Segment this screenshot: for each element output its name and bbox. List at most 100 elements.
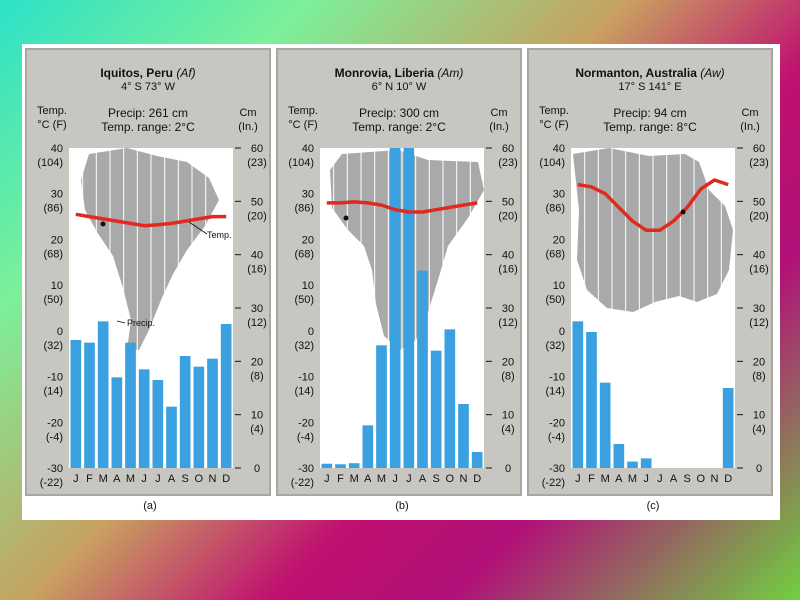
cm-tick-label: 40 bbox=[502, 250, 514, 262]
month-label: J bbox=[141, 473, 147, 485]
in-tick-label: (4) bbox=[752, 424, 765, 436]
precip-bar bbox=[125, 342, 136, 468]
cm-tick-label: 50 bbox=[502, 196, 514, 208]
temp-tick-label-f: (86) bbox=[545, 203, 565, 215]
precip-bar bbox=[572, 321, 584, 468]
precip-bar bbox=[335, 464, 346, 468]
temp-line bbox=[75, 212, 227, 228]
temp-tick-label-f: (68) bbox=[545, 248, 565, 260]
temp-tick-label: -20 bbox=[549, 417, 565, 429]
precip-bar bbox=[362, 425, 374, 468]
station-dot bbox=[100, 221, 106, 227]
temp-range: Temp. range: 8°C bbox=[603, 120, 697, 134]
precip-bar bbox=[458, 404, 469, 468]
panel-title: Normanton, Australia (Aw) bbox=[575, 66, 725, 80]
annotation-temp: Temp. bbox=[207, 230, 232, 240]
cm-tick-label: 50 bbox=[753, 196, 765, 208]
in-tick-label: (12) bbox=[749, 317, 769, 329]
annotation-precip: Precip. bbox=[127, 318, 155, 328]
month-label: O bbox=[446, 473, 455, 485]
month-label: A bbox=[364, 473, 372, 485]
cm-tick-label: 40 bbox=[251, 250, 263, 262]
in-tick-label: (20) bbox=[247, 210, 267, 222]
station-dot bbox=[680, 209, 686, 215]
precip-bar bbox=[417, 270, 428, 468]
precip-axis-header: Cm (In.) bbox=[238, 107, 258, 133]
precip-bar bbox=[220, 324, 232, 468]
temp-tick-label-f: (-22) bbox=[40, 477, 63, 489]
month-label: J bbox=[643, 473, 649, 485]
month-label: O bbox=[195, 473, 204, 485]
cm-tick-label: 10 bbox=[502, 410, 514, 422]
precip-bar bbox=[586, 332, 597, 468]
cm-tick-label: 0 bbox=[505, 463, 511, 475]
temp-tick-label: -30 bbox=[549, 463, 565, 475]
temp-axis-header: Temp. °C (F) bbox=[288, 105, 318, 131]
temp-tick-label-f: (14) bbox=[294, 386, 314, 398]
precip-bar bbox=[138, 369, 150, 468]
precip-bar bbox=[444, 329, 456, 468]
temp-tick-label: 30 bbox=[302, 189, 314, 201]
precip-bar bbox=[403, 148, 415, 468]
station-dot bbox=[343, 215, 349, 221]
climate-panel-monrovia: Monrovia, Liberia (Am) 6° N 10° W Precip… bbox=[276, 48, 522, 496]
cm-tick-label: 10 bbox=[251, 410, 263, 422]
temp-tick-label-f: (86) bbox=[294, 203, 314, 215]
chart-normanton: 40 (104) 30 (86) 20 (68) 10 (50) 0 (32) -10 (14) -20… bbox=[539, 143, 769, 489]
month-label: A bbox=[113, 473, 121, 485]
in-tick-label: (8) bbox=[752, 370, 765, 382]
precip-bar bbox=[599, 382, 611, 468]
month-label: J bbox=[73, 473, 79, 485]
month-label: N bbox=[209, 473, 217, 485]
precip-bar bbox=[84, 342, 95, 468]
in-tick-label: (16) bbox=[749, 264, 769, 276]
temp-tick-label-f: (104) bbox=[37, 157, 63, 169]
temp-tick-label: 0 bbox=[57, 326, 63, 338]
precip-bar bbox=[627, 461, 638, 468]
climate-panel-normanton: Normanton, Australia (Aw) 17° S 141° E P… bbox=[527, 48, 773, 496]
month-label: M bbox=[126, 473, 135, 485]
temp-tick-label: 10 bbox=[51, 280, 63, 292]
temp-tick-label-f: (86) bbox=[43, 203, 63, 215]
temp-tick-label-f: (104) bbox=[288, 157, 314, 169]
precip-bar bbox=[722, 388, 734, 468]
temp-tick-label: -20 bbox=[298, 417, 314, 429]
month-label: F bbox=[588, 473, 595, 485]
temp-line bbox=[326, 200, 478, 214]
month-label: A bbox=[419, 473, 427, 485]
temp-tick-label: -10 bbox=[47, 372, 63, 384]
month-label: M bbox=[350, 473, 359, 485]
cm-tick-label: 0 bbox=[254, 463, 260, 475]
temp-tick-label: 20 bbox=[51, 234, 63, 246]
precip-axis-header: Cm (In.) bbox=[740, 107, 760, 133]
month-label: M bbox=[377, 473, 386, 485]
month-label: N bbox=[460, 473, 468, 485]
month-label: J bbox=[324, 473, 330, 485]
temp-tick-label: 20 bbox=[302, 234, 314, 246]
month-label: D bbox=[222, 473, 230, 485]
temp-tick-label: 0 bbox=[559, 326, 565, 338]
temp-tick-label-f: (50) bbox=[294, 294, 314, 306]
temp-tick-label: -10 bbox=[549, 372, 565, 384]
temp-tick-label: 30 bbox=[51, 189, 63, 201]
temp-range: Temp. range: 2°C bbox=[101, 120, 195, 134]
temp-tick-label: 40 bbox=[51, 143, 63, 155]
month-label: A bbox=[670, 473, 678, 485]
temp-tick-label-f: (-4) bbox=[46, 431, 63, 443]
month-label: S bbox=[432, 473, 439, 485]
cm-tick-label: 60 bbox=[502, 143, 514, 155]
precip-bar bbox=[321, 463, 333, 468]
precip-bar bbox=[193, 366, 205, 468]
precip-bar bbox=[640, 458, 652, 468]
precip-total: Precip: 300 cm bbox=[358, 106, 440, 120]
month-label: J bbox=[155, 473, 161, 485]
cm-tick-label: 50 bbox=[251, 196, 263, 208]
temp-tick-label-f: (32) bbox=[43, 340, 63, 352]
cm-tick-label: 60 bbox=[753, 143, 765, 155]
precip-bar bbox=[348, 463, 360, 468]
temp-tick-label-f: (68) bbox=[294, 248, 314, 260]
temp-tick-label-f: (32) bbox=[545, 340, 565, 352]
in-tick-label: (23) bbox=[498, 157, 518, 169]
temp-tick-label: -20 bbox=[47, 417, 63, 429]
temp-tick-label-f: (14) bbox=[43, 386, 63, 398]
